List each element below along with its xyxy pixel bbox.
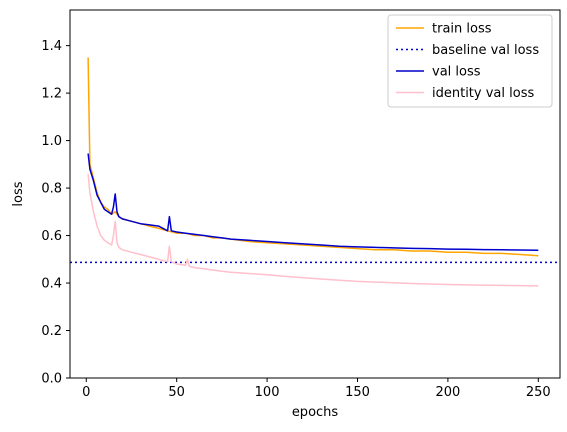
y-tick-label: 0.4 <box>41 277 62 292</box>
axes-frame <box>69 9 561 379</box>
x-tick-label: 200 <box>435 385 460 400</box>
y-tick-label: 0.8 <box>41 182 62 197</box>
y-axis-ticks: 0.0 0.2 0.4 0.6 0.8 1.0 1.2 1.4 <box>41 39 70 387</box>
y-tick-label: 0.2 <box>41 324 62 339</box>
legend-label: identity val loss <box>432 86 534 101</box>
y-axis-label: loss <box>11 181 26 206</box>
y-tick-label: 0.0 <box>41 372 62 387</box>
x-tick-label: 250 <box>526 385 551 400</box>
val-loss-line <box>87 153 539 252</box>
y-tick-label: 1.0 <box>41 134 62 149</box>
y-tick-label: 1.2 <box>41 87 62 102</box>
x-tick-label: 0 <box>82 385 90 400</box>
x-axis-ticks: 0 50 100 150 200 250 <box>82 378 551 400</box>
identity-val-loss-line <box>87 173 539 287</box>
legend-box <box>387 14 553 108</box>
x-tick-label: 150 <box>345 385 370 400</box>
y-tick-label: 0.6 <box>41 229 62 244</box>
x-tick-label: 50 <box>168 385 185 400</box>
legend-label: val loss <box>432 65 481 80</box>
legend-label: train loss <box>432 22 492 37</box>
x-tick-label: 100 <box>255 385 280 400</box>
legend-label: baseline val loss <box>432 43 539 58</box>
x-axis-label: epochs <box>292 405 339 420</box>
plot-lines <box>70 57 560 287</box>
legend: train loss baseline val loss val loss ident… <box>387 14 553 108</box>
y-tick-label: 1.4 <box>41 39 62 54</box>
